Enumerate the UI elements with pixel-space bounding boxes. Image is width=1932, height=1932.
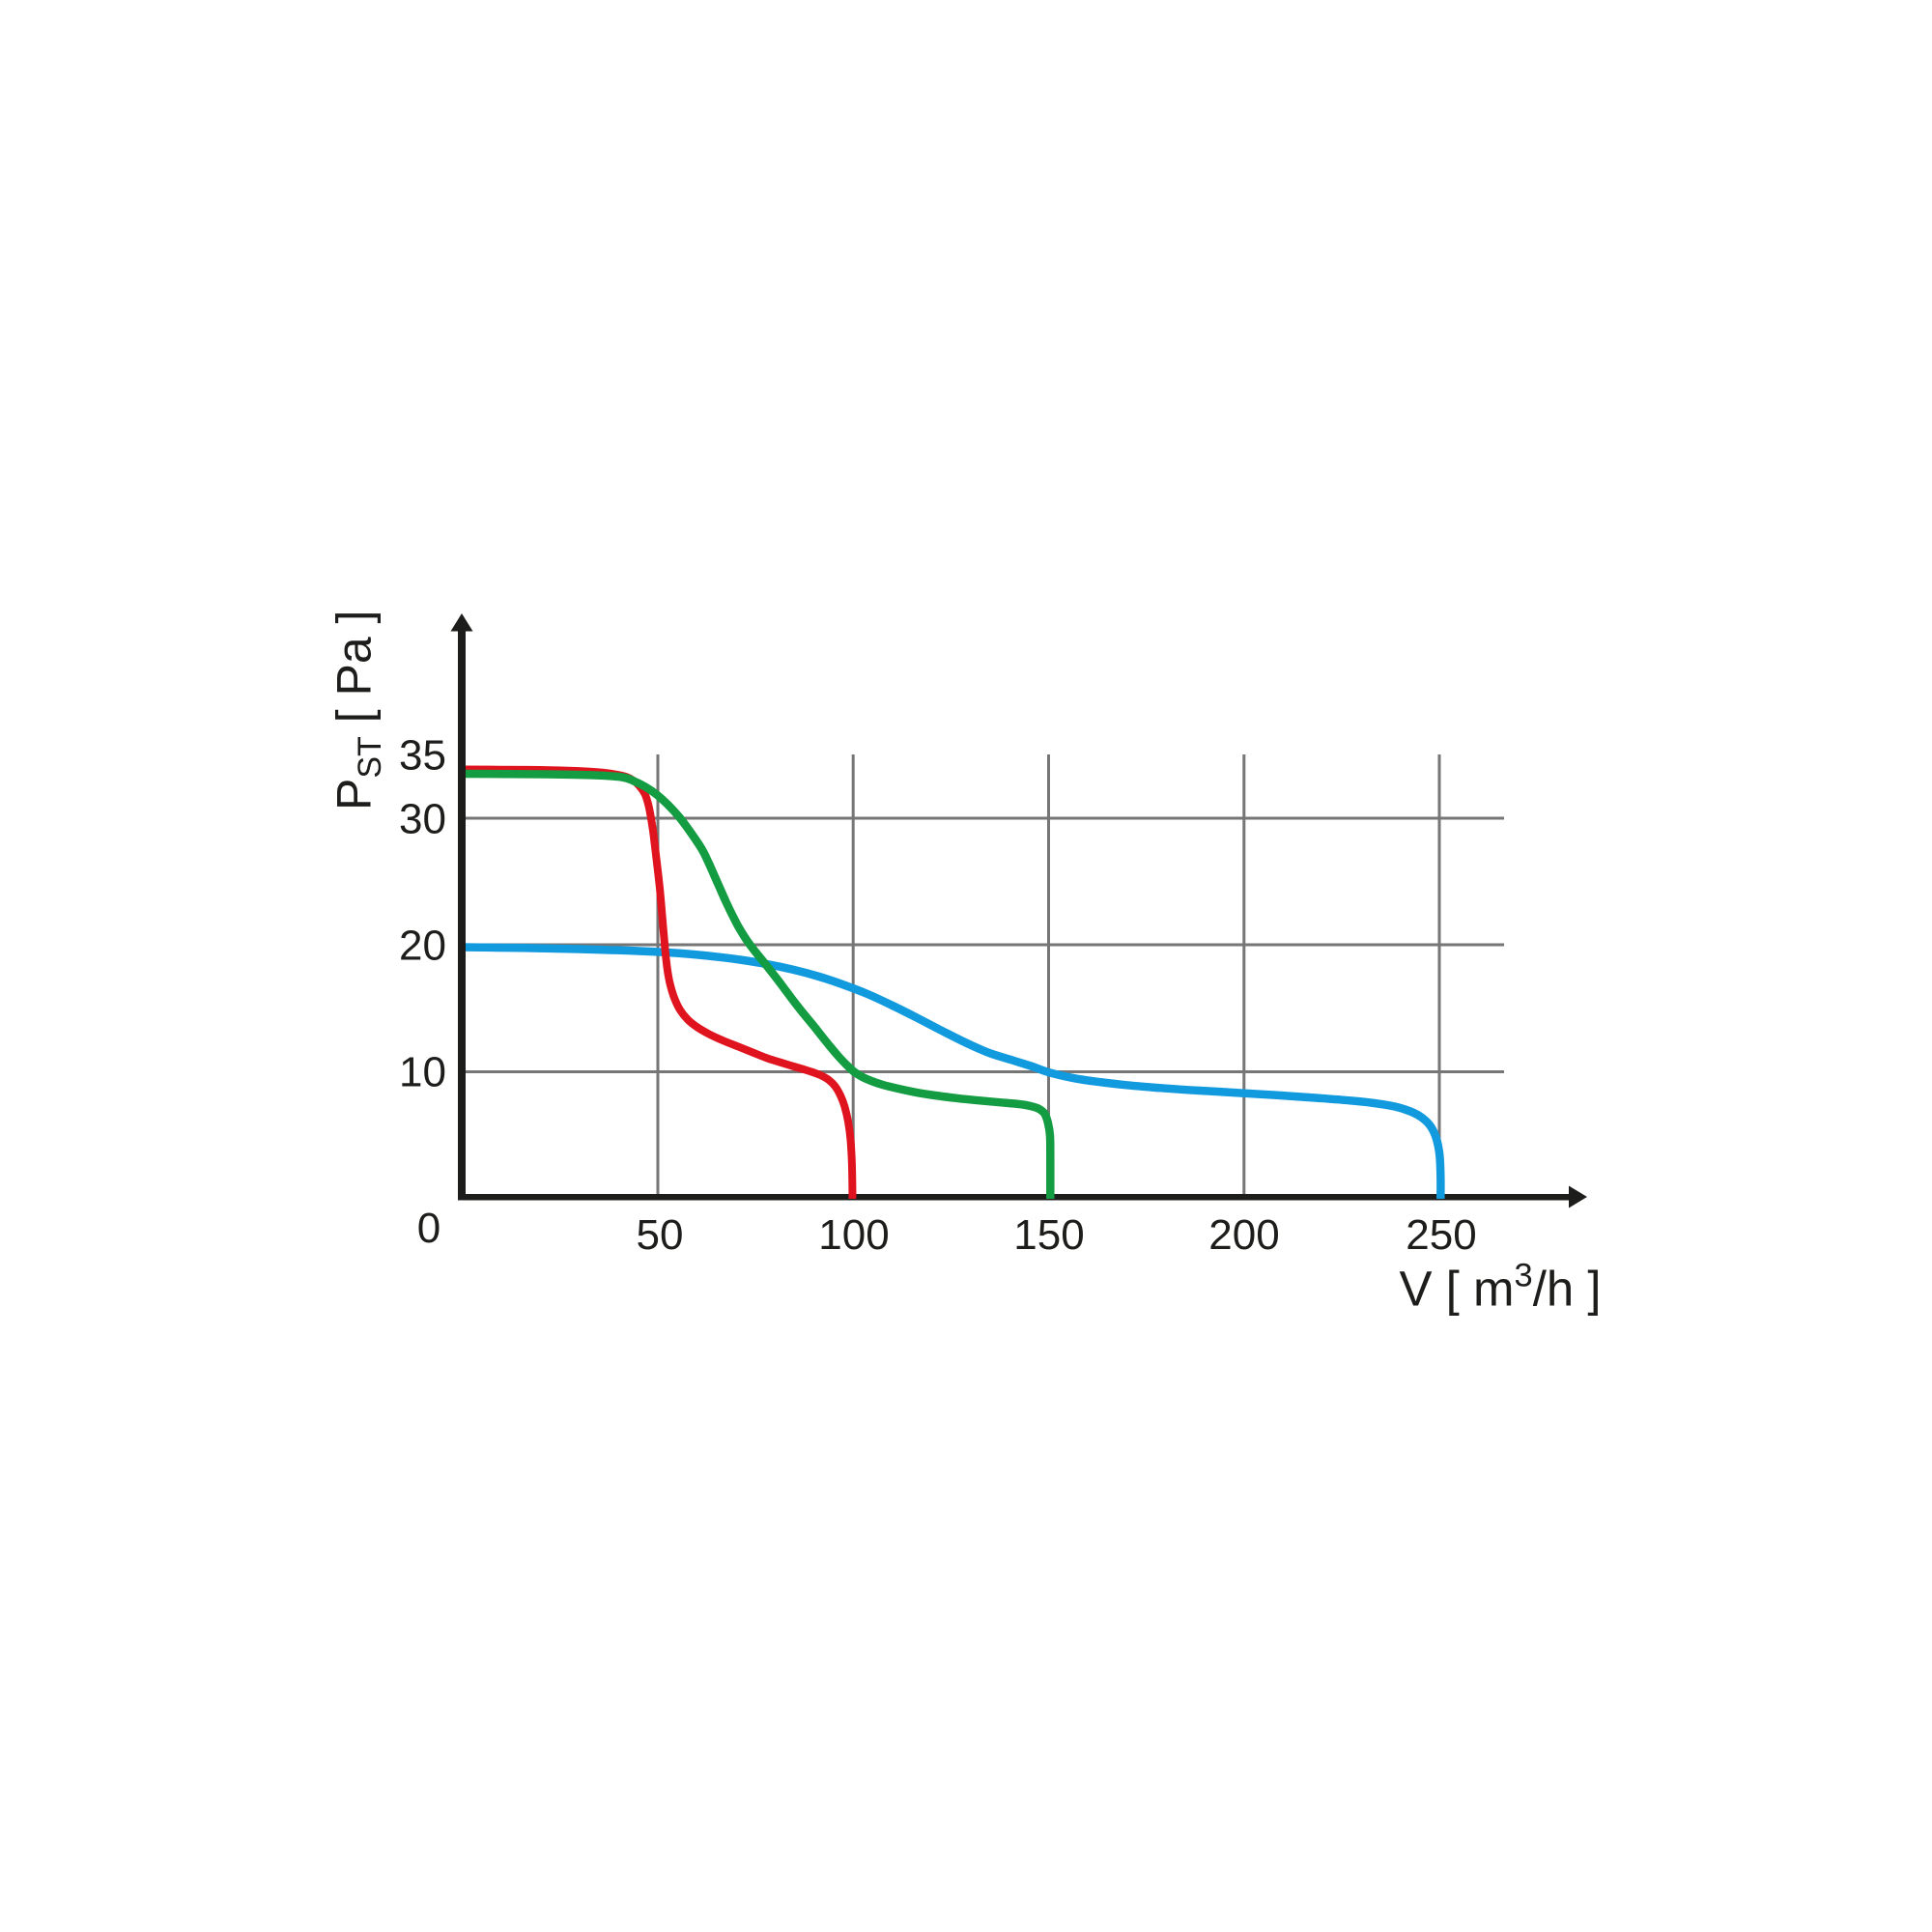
svg-text:50: 50 xyxy=(637,1211,684,1259)
svg-text:20: 20 xyxy=(399,923,446,970)
svg-text:V [ m3/h ]: V [ m3/h ] xyxy=(1400,1258,1602,1317)
svg-text:100: 100 xyxy=(818,1211,889,1259)
svg-text:30: 30 xyxy=(399,796,446,843)
svg-text:200: 200 xyxy=(1208,1211,1279,1259)
svg-text:PST [ Pa ]: PST [ Pa ] xyxy=(327,611,389,810)
svg-text:150: 150 xyxy=(1013,1211,1084,1259)
svg-text:0: 0 xyxy=(417,1205,440,1252)
svg-text:250: 250 xyxy=(1406,1211,1476,1259)
svg-text:10: 10 xyxy=(399,1049,446,1096)
svg-text:35: 35 xyxy=(399,732,446,780)
